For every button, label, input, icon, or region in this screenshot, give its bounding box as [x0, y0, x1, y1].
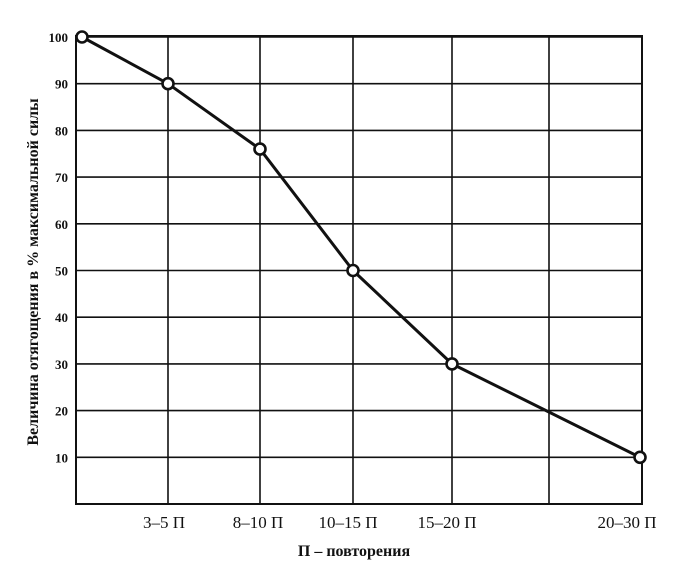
x-tick-label: 20–30 П: [597, 513, 656, 532]
data-point: [75, 30, 89, 44]
y-tick-label: 30: [55, 357, 68, 372]
x-tick-label: 3–5 П: [143, 513, 185, 532]
data-point: [161, 76, 175, 91]
data-point: [346, 263, 360, 278]
data-point: [445, 357, 459, 371]
plot-border: [75, 35, 643, 505]
x-tick-label: 15–20 П: [417, 513, 476, 532]
x-axis-ticks: 3–5 П 8–10 П 10–15 П 15–20 П 20–30 П: [143, 513, 657, 532]
data-markers: [75, 30, 647, 465]
y-tick-label: 80: [55, 123, 68, 138]
plot-frame: [75, 35, 643, 505]
series-line: [81, 35, 641, 459]
y-tick-label: 50: [55, 264, 68, 279]
data-point: [253, 142, 267, 156]
y-tick-label: 90: [55, 77, 68, 92]
y-tick-label: 60: [55, 217, 68, 232]
y-tick-label: 100: [49, 30, 69, 45]
y-tick-label: 10: [55, 450, 68, 465]
x-tick-label: 8–10 П: [233, 513, 284, 532]
x-tick-label: 10–15 П: [318, 513, 377, 532]
y-axis-title: Величина отягощения в % максимальной сил…: [25, 98, 42, 446]
y-tick-label: 20: [55, 404, 68, 419]
y-tick-label: 40: [55, 310, 68, 325]
data-point: [633, 450, 647, 465]
y-tick-label: 70: [55, 170, 68, 185]
x-axis-title: П – повторения: [298, 543, 411, 560]
y-axis-ticks: 10 20 30 40 50 60 70 80 90 100: [49, 30, 69, 465]
